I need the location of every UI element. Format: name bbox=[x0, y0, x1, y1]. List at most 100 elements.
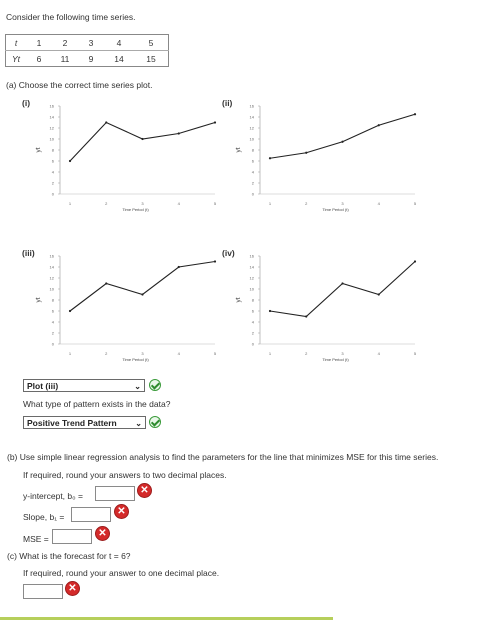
plot-label-i: (i) bbox=[22, 98, 31, 108]
x-tick-label: 3 bbox=[141, 351, 144, 356]
t-cell: 4 bbox=[104, 34, 134, 51]
t-header: t bbox=[5, 34, 26, 51]
y-tick-label: 12 bbox=[50, 126, 55, 131]
data-point bbox=[268, 157, 272, 160]
x-tick-label: 1 bbox=[269, 201, 272, 206]
y-tick-label: 4 bbox=[52, 320, 55, 325]
x-axis-label: Time Period (t) bbox=[322, 207, 349, 212]
intercept-label: y-intercept, b₀ = bbox=[23, 491, 83, 501]
t-cell: 3 bbox=[78, 34, 104, 51]
x-tick-label: 2 bbox=[105, 351, 108, 356]
data-point bbox=[413, 113, 417, 116]
y-cell: 14 bbox=[114, 53, 124, 64]
x-tick-label: 4 bbox=[178, 351, 181, 356]
y-cell: 9 bbox=[88, 53, 94, 64]
data-point bbox=[68, 159, 72, 163]
plot-label-iii: (iii) bbox=[22, 248, 35, 258]
y-tick-label: 2 bbox=[252, 331, 255, 336]
data-point bbox=[177, 132, 180, 135]
y-tick-label: 0 bbox=[52, 192, 55, 197]
y-tick-label: 2 bbox=[52, 181, 55, 186]
t-cell: 2 bbox=[52, 34, 78, 51]
slope-label: Slope, b₁ = bbox=[23, 512, 65, 522]
mse-input[interactable] bbox=[52, 529, 92, 544]
series-line bbox=[269, 261, 416, 318]
part-c-round-note: If required, round your answer to one de… bbox=[23, 568, 220, 578]
x-tick-label: 1 bbox=[69, 201, 72, 206]
plot-choice-dropdown[interactable]: Plot (iii) ⌄ bbox=[23, 379, 145, 392]
y-tick-label: 16 bbox=[250, 254, 255, 259]
data-point bbox=[341, 282, 344, 285]
mse-label: MSE = bbox=[23, 534, 49, 544]
y-tick-label: 14 bbox=[50, 115, 55, 120]
series-line bbox=[69, 260, 216, 312]
y-tick-label: 12 bbox=[250, 126, 255, 131]
y-tick-label: 10 bbox=[50, 137, 55, 142]
y-tick-label: 8 bbox=[52, 298, 55, 303]
y-tick-label: 6 bbox=[52, 159, 55, 164]
incorrect-x-icon: ✕ bbox=[138, 484, 151, 497]
data-point bbox=[141, 137, 144, 141]
y-axis-label: yt bbox=[235, 147, 242, 152]
y-tick-label: 14 bbox=[250, 115, 255, 120]
y-tick-label: 10 bbox=[250, 137, 255, 142]
data-point bbox=[305, 151, 308, 154]
y-cell: 6 bbox=[36, 53, 42, 64]
data-point bbox=[377, 293, 380, 296]
y-tick-label: 14 bbox=[250, 265, 255, 270]
y-cell: 11 bbox=[60, 53, 70, 64]
series-line bbox=[69, 121, 216, 162]
x-tick-label: 5 bbox=[214, 201, 217, 206]
data-point bbox=[213, 260, 217, 263]
pattern-dropdown[interactable]: Positive Trend Pattern ⌄ bbox=[23, 416, 146, 429]
plot-label-ii: (ii) bbox=[222, 98, 233, 108]
accent-bar bbox=[0, 617, 333, 620]
x-tick-label: 5 bbox=[214, 351, 217, 356]
forecast-input[interactable] bbox=[23, 584, 63, 599]
y-axis-label: yt bbox=[35, 297, 42, 302]
x-tick-label: 2 bbox=[105, 201, 108, 206]
part-b-prompt: (b) Use simple linear regression analysi… bbox=[7, 452, 439, 462]
data-point bbox=[177, 265, 180, 269]
x-tick-label: 2 bbox=[305, 351, 308, 356]
data-point bbox=[213, 121, 217, 124]
slope-input[interactable] bbox=[71, 507, 111, 522]
x-tick-label: 5 bbox=[414, 351, 417, 356]
plot-label-iv: (iv) bbox=[222, 248, 235, 258]
y-axis-label: yt bbox=[35, 147, 42, 152]
x-axis-label: Time Period (t) bbox=[122, 357, 149, 362]
y-tick-label: 16 bbox=[50, 254, 55, 259]
pattern-question: What type of pattern exists in the data? bbox=[23, 399, 171, 409]
y-tick-label: 8 bbox=[52, 148, 55, 153]
y-tick-label: 10 bbox=[250, 287, 255, 292]
intro-text: Consider the following time series. bbox=[6, 12, 136, 22]
y-tick-label: 6 bbox=[252, 309, 255, 314]
y-tick-label: 2 bbox=[52, 331, 55, 336]
x-axis-label: Time Period (t) bbox=[122, 207, 149, 212]
intercept-input[interactable] bbox=[95, 486, 135, 501]
incorrect-x-icon: ✕ bbox=[115, 505, 128, 518]
part-a-prompt: (a) Choose the correct time series plot. bbox=[6, 80, 153, 90]
data-point bbox=[377, 124, 380, 127]
x-tick-label: 4 bbox=[378, 201, 381, 206]
data-point bbox=[105, 282, 108, 285]
y-header: Yt bbox=[11, 53, 21, 64]
incorrect-x-icon: ✕ bbox=[96, 527, 109, 540]
y-tick-label: 14 bbox=[50, 265, 55, 270]
y-tick-label: 6 bbox=[52, 309, 55, 314]
x-tick-label: 5 bbox=[414, 201, 417, 206]
data-point bbox=[413, 260, 417, 263]
x-tick-label: 3 bbox=[341, 351, 344, 356]
x-tick-label: 3 bbox=[141, 201, 144, 206]
data-point bbox=[305, 315, 308, 318]
x-tick-label: 1 bbox=[269, 351, 272, 356]
x-tick-label: 4 bbox=[378, 351, 381, 356]
y-tick-label: 12 bbox=[250, 276, 255, 281]
y-tick-label: 0 bbox=[252, 192, 255, 197]
correct-check-icon bbox=[149, 416, 161, 428]
y-tick-label: 10 bbox=[50, 287, 55, 292]
y-axis-label: yt bbox=[235, 297, 242, 302]
x-tick-label: 4 bbox=[178, 201, 181, 206]
